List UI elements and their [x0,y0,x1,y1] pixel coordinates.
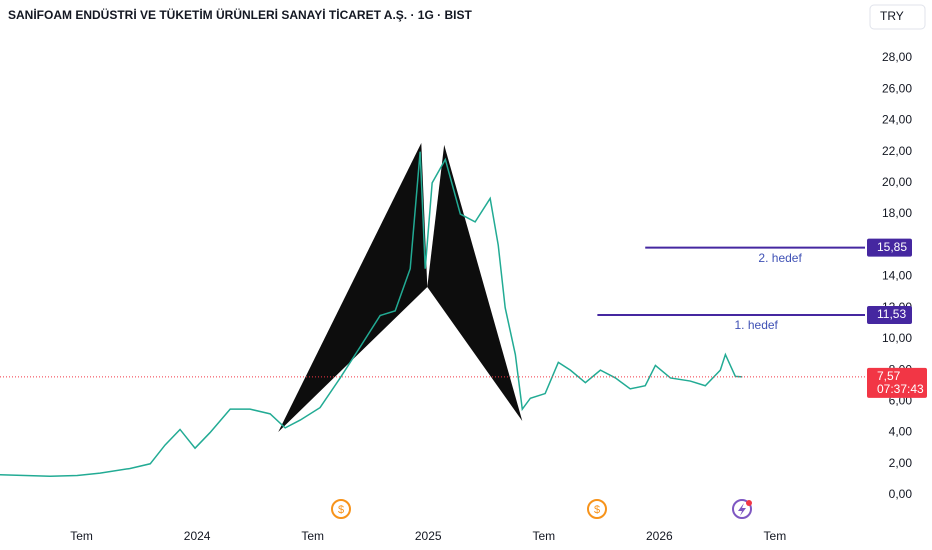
last-price-box [867,367,927,398]
y-tick-label: 0,00 [889,487,913,501]
x-tick-label: Tem [764,529,787,543]
y-tick-label: 28,00 [882,50,912,64]
y-tick-label: 18,00 [882,206,912,220]
y-tick-label: 10,00 [882,331,912,345]
target-price-box [867,306,912,325]
y-tick-label: 26,00 [882,81,912,95]
countdown: 07:37:43 [877,382,924,396]
dividend-icon: $ [331,499,351,519]
target-price-label: 11,53 [877,307,906,321]
x-tick-label: Tem [301,529,324,543]
y-tick-label: 14,00 [882,269,912,283]
target-label: 2. hedef [758,251,802,265]
x-tick-label: 2024 [184,529,211,543]
svg-text:$: $ [594,504,600,516]
y-tick-label: 20,00 [882,175,912,189]
target-price-label: 15,85 [877,240,907,254]
x-tick-label: Tem [70,529,93,543]
harmonic-pattern [278,143,428,432]
target-label: 1. hedef [735,318,779,332]
target-price-box [867,238,912,257]
event-icon[interactable] [732,499,752,519]
y-tick-label: 4,00 [889,425,913,439]
dividend-icon: $ [587,499,607,519]
x-tick-label: 2025 [415,529,442,543]
currency-label[interactable]: TRY [880,9,904,23]
y-tick-label: 2,00 [889,456,913,470]
price-line [0,151,743,478]
x-tick-label: 2026 [646,529,673,543]
currency-button[interactable] [869,4,926,30]
y-tick-label: 22,00 [882,144,912,158]
chart-title: SANİFOAM ENDÜSTRİ VE TÜKETİM ÜRÜNLERİ SA… [8,7,472,22]
harmonic-pattern [427,144,523,422]
last-price-label: 7,57 [877,369,901,383]
svg-text:$: $ [338,504,344,516]
y-tick-label: 24,00 [882,113,912,127]
x-tick-label: Tem [532,529,555,543]
